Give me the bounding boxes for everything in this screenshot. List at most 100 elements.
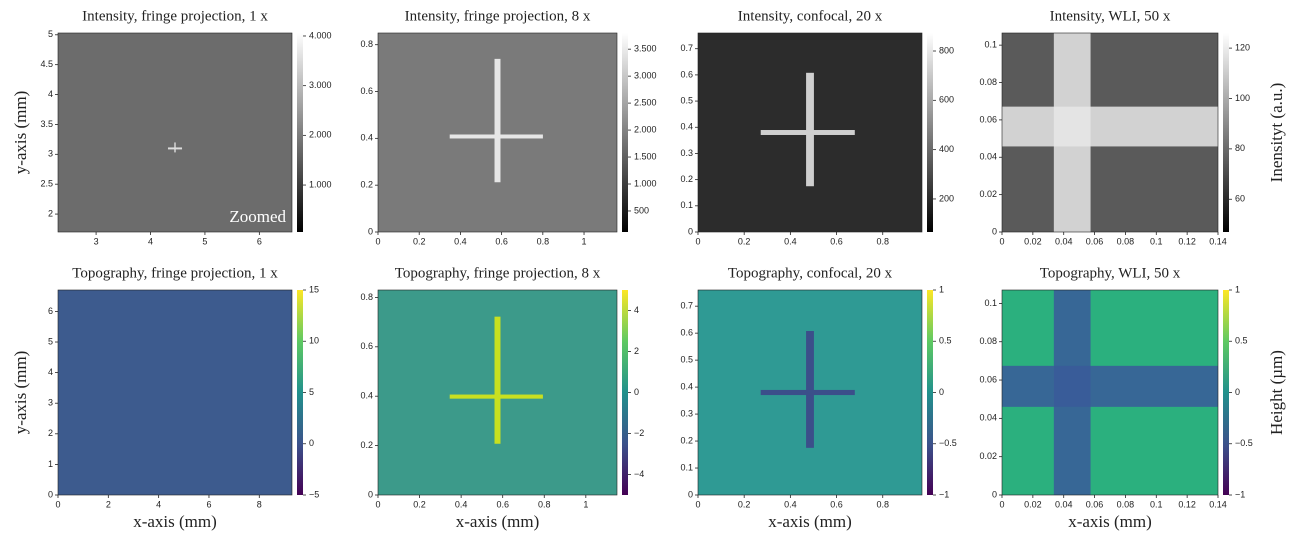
colorbar-tick-label: 100 <box>1235 93 1250 103</box>
frame <box>57 32 293 233</box>
y-tick-label: 0 <box>992 226 997 236</box>
y-tick-label: 0.8 <box>360 292 373 302</box>
colorbar-tick-label: 0 <box>309 438 314 448</box>
colorbar <box>927 33 933 232</box>
x-tick-label: 0.8 <box>538 499 551 509</box>
colorbar-tick-label: 200 <box>939 193 954 203</box>
x-tick-label: 0.14 <box>1209 236 1227 246</box>
y-tick-label: 0.2 <box>680 174 693 184</box>
x-tick-label: 0.12 <box>1178 236 1196 246</box>
frame <box>377 32 618 233</box>
colorbar-tick-label: −0.5 <box>1235 438 1253 448</box>
x-tick-label: 0.8 <box>876 236 889 246</box>
x-tick-label: 0.08 <box>1117 236 1135 246</box>
x-tick-label: 6 <box>257 236 262 246</box>
y-tick-label: 0.1 <box>984 40 997 50</box>
y-tick-label: 3 <box>48 398 53 408</box>
x-tick-label: 0.6 <box>496 499 509 509</box>
y-tick-label: 2 <box>48 428 53 438</box>
x-tick-label: 2 <box>106 499 111 509</box>
colorbar <box>927 290 933 495</box>
x-tick-label: 0.4 <box>454 236 467 246</box>
x-tick-label: 1 <box>582 236 587 246</box>
x-tick-label: 0.2 <box>738 499 751 509</box>
colorbar-tick-label: 400 <box>939 144 954 154</box>
x-tick-label: 0.12 <box>1178 499 1196 509</box>
x-tick-label: 0 <box>999 499 1004 509</box>
x-axis-label: x-axis (mm) <box>456 512 540 531</box>
y-tick-label: 0 <box>48 489 53 499</box>
x-tick-label: 0.2 <box>413 499 426 509</box>
panel-title: Topography, confocal, 20 x <box>728 265 893 281</box>
y-tick-label: 0.2 <box>360 180 373 190</box>
y-axis-label: y-axis (mm) <box>11 91 30 175</box>
colorbar <box>1223 33 1229 232</box>
colorbar-tick-label: 0 <box>939 387 944 397</box>
colorbar-tick-label: 500 <box>634 205 649 215</box>
y-tick-label: 4 <box>48 89 53 99</box>
y-tick-label: 0 <box>368 489 373 499</box>
y-tick-label: 3 <box>48 149 53 159</box>
x-tick-label: 0 <box>375 499 380 509</box>
feature <box>494 58 501 183</box>
x-axis-label: x-axis (mm) <box>1068 512 1152 531</box>
x-tick-label: 6 <box>206 499 211 509</box>
panel-title: Intensity, WLI, 50 x <box>1050 8 1171 24</box>
y-tick-label: 0.3 <box>680 148 693 158</box>
x-tick-label: 0.06 <box>1086 236 1104 246</box>
y-tick-label: 0 <box>368 226 373 236</box>
colorbar-tick-label: 1.000 <box>309 179 332 189</box>
image <box>58 290 292 495</box>
colorbar-tick-label: 1 <box>939 284 944 294</box>
x-tick-label: 0.8 <box>876 499 889 509</box>
y-tick-label: 0.02 <box>979 189 997 199</box>
y-axis-label: y-axis (mm) <box>11 351 30 435</box>
x-tick-label: 0.04 <box>1055 236 1073 246</box>
x-tick-label: 0.02 <box>1024 236 1042 246</box>
colorbar-tick-label: 4 <box>634 305 639 315</box>
feature <box>1002 365 1218 407</box>
frame <box>1001 289 1219 496</box>
frame <box>697 32 923 233</box>
image <box>58 33 292 232</box>
colorbar-tick-label: 1.000 <box>634 178 657 188</box>
colorbar-tick-label: 5 <box>309 387 314 397</box>
x-tick-label: 0.06 <box>1086 499 1104 509</box>
y-tick-label: 0.3 <box>680 408 693 418</box>
colorbar-tick-label: 3.000 <box>309 80 332 90</box>
colorbar-tick-label: 15 <box>309 284 319 294</box>
y-tick-label: 5 <box>48 29 53 39</box>
y-tick-label: 0.08 <box>979 77 997 87</box>
x-tick-label: 0.08 <box>1117 499 1135 509</box>
x-tick-label: 0.6 <box>495 236 508 246</box>
y-tick-label: 0.4 <box>680 381 693 391</box>
colorbar-tick-label: −4 <box>634 469 644 479</box>
feature <box>494 316 501 444</box>
annotation: Zoomed <box>229 207 286 226</box>
colorbar-label: Height (µm) <box>1267 350 1286 435</box>
colorbar-tick-label: 3.500 <box>634 44 657 54</box>
feature <box>806 331 814 448</box>
x-tick-label: 3 <box>94 236 99 246</box>
feature <box>760 389 855 396</box>
x-tick-label: 0.1 <box>1150 236 1163 246</box>
x-tick-label: 4 <box>148 236 153 246</box>
x-tick-label: 1 <box>583 499 588 509</box>
y-tick-label: 0.4 <box>360 391 373 401</box>
colorbar-tick-label: −1 <box>939 489 949 499</box>
colorbar-tick-label: 600 <box>939 95 954 105</box>
y-tick-label: 0.6 <box>680 328 693 338</box>
colorbar <box>622 290 628 495</box>
panel-title: Topography, fringe projection, 1 x <box>72 265 278 281</box>
colorbar-tick-label: 4.000 <box>309 30 332 40</box>
colorbar-tick-label: 2 <box>634 346 639 356</box>
colorbar-tick-label: 0 <box>634 387 639 397</box>
colorbar-tick-label: 80 <box>1235 143 1245 153</box>
panel-title: Intensity, confocal, 20 x <box>738 8 883 24</box>
x-tick-label: 0 <box>55 499 60 509</box>
x-tick-label: 5 <box>202 236 207 246</box>
panel-title: Topography, WLI, 50 x <box>1040 265 1181 281</box>
y-tick-label: 0.2 <box>680 435 693 445</box>
colorbar-tick-label: 10 <box>309 336 319 346</box>
